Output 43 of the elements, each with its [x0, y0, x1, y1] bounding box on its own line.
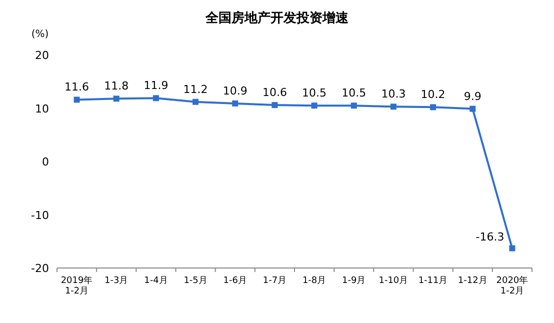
xtick: 1-7月: [262, 276, 287, 286]
data-label: 9.9: [464, 90, 482, 103]
xtick: 1-9月: [342, 276, 366, 286]
data-label: 10.9: [222, 84, 248, 98]
data-label: 10.5: [302, 86, 327, 100]
data-label: 11.8: [104, 80, 129, 93]
point: [430, 104, 436, 110]
xtick: 1-10月: [378, 276, 408, 286]
data-label: -16.3: [476, 230, 504, 244]
point: [390, 104, 396, 110]
title: 全国房地产开发投资增速: [206, 11, 348, 26]
ytick: 10: [35, 102, 49, 116]
point: [350, 102, 357, 109]
ytick: -10: [31, 208, 49, 222]
ytick: -20: [31, 262, 49, 275]
ylabel: (%): [31, 29, 49, 40]
point: [152, 95, 159, 102]
xtick: 1-3月: [104, 276, 128, 286]
xtick: 2019年 1-2月: [60, 276, 93, 296]
ytick: 20: [35, 49, 49, 62]
point: [470, 106, 476, 112]
xtick: 1-6月: [223, 276, 247, 286]
xtick: 1-8月: [302, 276, 326, 286]
data-label: 11.9: [144, 79, 168, 92]
point: [311, 102, 318, 109]
ytick: 0: [42, 156, 49, 168]
data-label: 11.6: [64, 80, 90, 94]
point: [192, 98, 199, 105]
xtick: 1-4月: [144, 276, 168, 286]
point: [272, 102, 278, 108]
data-label: 10.2: [420, 88, 446, 102]
xtick: 2020年 1-2月: [496, 276, 528, 296]
data-label: 10.5: [342, 86, 366, 100]
point: [509, 245, 516, 252]
xtick: 1-5月: [184, 276, 208, 286]
point: [74, 96, 80, 103]
data-label: 10.6: [262, 86, 287, 100]
xtick: 1-11月: [418, 276, 448, 286]
data-label: 10.3: [381, 88, 406, 101]
xtick: 1-12月: [458, 276, 488, 286]
point: [232, 100, 238, 106]
point: [113, 96, 120, 102]
data-label: 11.2: [183, 82, 208, 96]
